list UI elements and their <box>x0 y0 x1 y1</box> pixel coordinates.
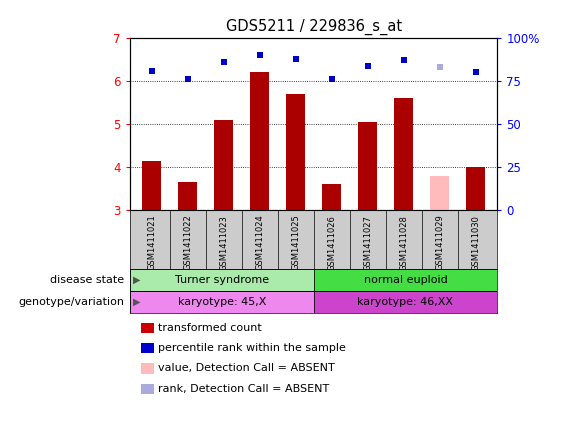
Bar <box>466 167 485 210</box>
Text: genotype/variation: genotype/variation <box>18 297 124 307</box>
Bar <box>321 184 341 210</box>
Text: GSM1411022: GSM1411022 <box>183 214 192 270</box>
Text: karyotype: 46,XX: karyotype: 46,XX <box>358 297 453 307</box>
Text: GSM1411028: GSM1411028 <box>399 214 408 270</box>
Bar <box>314 291 497 313</box>
Bar <box>142 160 162 210</box>
Title: GDS5211 / 229836_s_at: GDS5211 / 229836_s_at <box>225 19 402 36</box>
Bar <box>430 176 450 210</box>
Text: value, Detection Call = ABSENT: value, Detection Call = ABSENT <box>158 363 335 374</box>
Text: karyotype: 45,X: karyotype: 45,X <box>177 297 266 307</box>
Text: GSM1411030: GSM1411030 <box>471 214 480 270</box>
Bar <box>250 72 270 210</box>
Bar <box>286 94 306 210</box>
Text: GSM1411024: GSM1411024 <box>255 214 264 270</box>
Bar <box>177 182 197 210</box>
Text: percentile rank within the sample: percentile rank within the sample <box>158 343 346 353</box>
Text: ▶: ▶ <box>133 297 140 307</box>
Text: normal euploid: normal euploid <box>363 275 447 285</box>
Bar <box>130 269 314 291</box>
Text: ▶: ▶ <box>133 275 140 285</box>
Text: GSM1411029: GSM1411029 <box>435 214 444 270</box>
Text: Turner syndrome: Turner syndrome <box>175 275 269 285</box>
Text: GSM1411025: GSM1411025 <box>291 214 300 270</box>
Bar <box>130 291 314 313</box>
Text: rank, Detection Call = ABSENT: rank, Detection Call = ABSENT <box>158 384 329 394</box>
Text: transformed count: transformed count <box>158 323 262 333</box>
Bar <box>358 122 377 210</box>
Text: GSM1411026: GSM1411026 <box>327 214 336 270</box>
Text: GSM1411021: GSM1411021 <box>147 214 156 270</box>
Bar <box>214 120 233 210</box>
Text: GSM1411027: GSM1411027 <box>363 214 372 270</box>
Text: disease state: disease state <box>50 275 124 285</box>
Bar <box>394 98 414 210</box>
Bar <box>314 269 497 291</box>
Text: GSM1411023: GSM1411023 <box>219 214 228 270</box>
